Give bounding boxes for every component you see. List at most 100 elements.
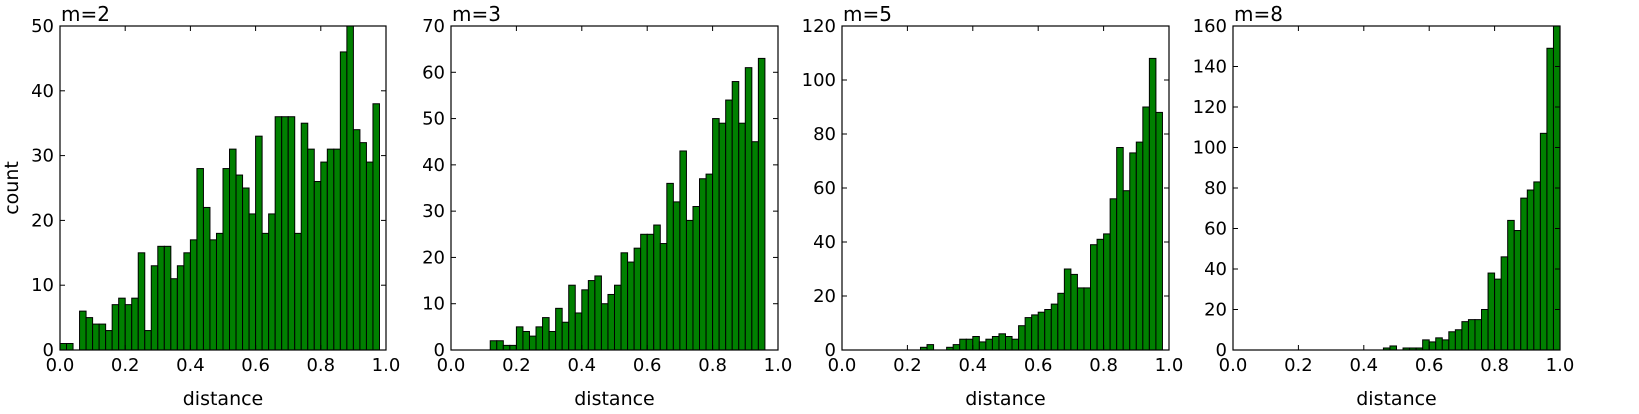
histogram-bar <box>1018 325 1026 350</box>
x-tick-label: 0.8 <box>1089 355 1118 376</box>
y-tick-label: 160 <box>1193 16 1227 37</box>
histogram-bar <box>1389 345 1397 350</box>
histogram-bar <box>222 168 231 350</box>
y-tick-label: 0 <box>825 340 836 361</box>
histogram-bar <box>1481 309 1489 350</box>
x-tick-label: 0.8 <box>1480 355 1509 376</box>
y-axis-label: count <box>1 161 23 215</box>
histogram-bar <box>509 344 517 350</box>
y-tick-label: 20 <box>31 210 54 231</box>
histogram-bar <box>1487 272 1496 350</box>
histogram-bar <box>1116 147 1124 350</box>
x-tick-label: 1.0 <box>1155 355 1184 376</box>
histogram-bar <box>326 148 335 350</box>
histogram-bar <box>300 122 309 350</box>
histogram-bar <box>85 317 94 350</box>
histogram-bar <box>731 81 740 350</box>
x-tick-label: 0.8 <box>698 355 727 376</box>
histogram-bar <box>346 26 354 350</box>
y-tick-label: 60 <box>422 62 445 83</box>
histogram-bar <box>1135 141 1144 350</box>
histogram-bar <box>1142 106 1150 350</box>
histogram-bar <box>965 338 974 350</box>
histogram-bar <box>561 321 570 350</box>
histogram-bar <box>92 323 100 350</box>
x-tick-label: 0.0 <box>1219 355 1248 376</box>
histogram-bar <box>235 174 244 350</box>
histogram-bar <box>1467 319 1476 350</box>
histogram-bar <box>738 122 746 350</box>
histogram-bar <box>170 278 178 350</box>
histogram-bar <box>294 232 302 350</box>
histogram-bar <box>144 330 152 350</box>
y-tick-label: 50 <box>31 16 54 37</box>
x-tick-label: 0.0 <box>46 355 75 376</box>
histogram-bar <box>105 330 113 350</box>
histogram-bar <box>1129 152 1137 350</box>
histogram-bar <box>281 116 289 350</box>
histogram-bar <box>118 297 126 350</box>
histogram-bar <box>60 343 68 350</box>
histogram-bar <box>548 330 557 350</box>
x-tick-label: 0.6 <box>1415 355 1444 376</box>
histogram-bar <box>1526 189 1535 350</box>
histogram-panel: 0.0 0.2 0.4 0.6 0.8 1.0 0 10 20 30 40 50 m=2 distance… <box>1 2 400 410</box>
histogram-bar <box>1031 314 1039 350</box>
histogram-bar <box>978 341 987 350</box>
histogram-bar <box>183 252 191 350</box>
histogram-bar <box>352 129 361 350</box>
panel-title: m=3 <box>452 2 501 26</box>
histogram-bar <box>248 213 257 350</box>
histogram-bar <box>1474 319 1483 350</box>
histogram-bar <box>163 245 172 350</box>
x-tick-label: 0.6 <box>633 355 662 376</box>
x-tick-label: 0.0 <box>437 355 466 376</box>
histogram-bar <box>287 116 296 350</box>
bars <box>489 57 766 350</box>
histogram-bar <box>1454 329 1463 350</box>
x-tick-label: 0.4 <box>958 355 987 376</box>
histogram-bar <box>600 303 609 350</box>
histogram-bar <box>991 336 1000 350</box>
axes-frame <box>450 25 779 351</box>
histogram-bar <box>1148 57 1157 350</box>
histogram-bar <box>489 340 498 350</box>
histogram-bar <box>672 201 681 350</box>
bars <box>919 57 1163 350</box>
histogram-bar <box>215 232 224 350</box>
y-tick-label: 20 <box>813 286 836 307</box>
y-tick-label: 80 <box>1204 178 1227 199</box>
panel-title: m=5 <box>843 2 892 26</box>
histogram-bar <box>542 317 550 350</box>
histogram-bar <box>1109 198 1118 350</box>
histogram-bar <box>1546 47 1554 350</box>
histogram-bar <box>1507 219 1515 350</box>
histogram-bar <box>718 122 727 350</box>
y-tick-label: 30 <box>422 201 445 222</box>
histogram-bar <box>176 265 185 350</box>
histogram-bar <box>985 338 993 350</box>
histogram-bar <box>209 239 217 350</box>
histogram-bar <box>1494 278 1502 350</box>
x-tick-label: 0.2 <box>502 355 531 376</box>
histogram-bar <box>1083 287 1092 350</box>
histogram-bar <box>131 297 139 350</box>
histogram-bar <box>568 284 576 350</box>
histogram-bar <box>196 168 204 350</box>
histogram-bar <box>1435 337 1443 350</box>
histogram-bar <box>1057 292 1065 350</box>
histogram-bar <box>666 182 674 350</box>
histogram-bar <box>1122 190 1131 350</box>
histogram-bar <box>1422 339 1430 350</box>
histogram-bar <box>1005 336 1013 350</box>
histogram-bar <box>502 344 511 350</box>
histogram-bar <box>959 338 967 350</box>
histogram-bar <box>535 326 544 350</box>
histogram-bar <box>274 116 283 350</box>
histogram-bar <box>1076 287 1085 350</box>
y-tick-label: 140 <box>1193 57 1227 78</box>
histogram-bar <box>640 233 648 350</box>
histogram-bar <box>627 261 635 350</box>
y-tick-label: 120 <box>802 16 836 37</box>
histogram-bar <box>313 181 322 350</box>
